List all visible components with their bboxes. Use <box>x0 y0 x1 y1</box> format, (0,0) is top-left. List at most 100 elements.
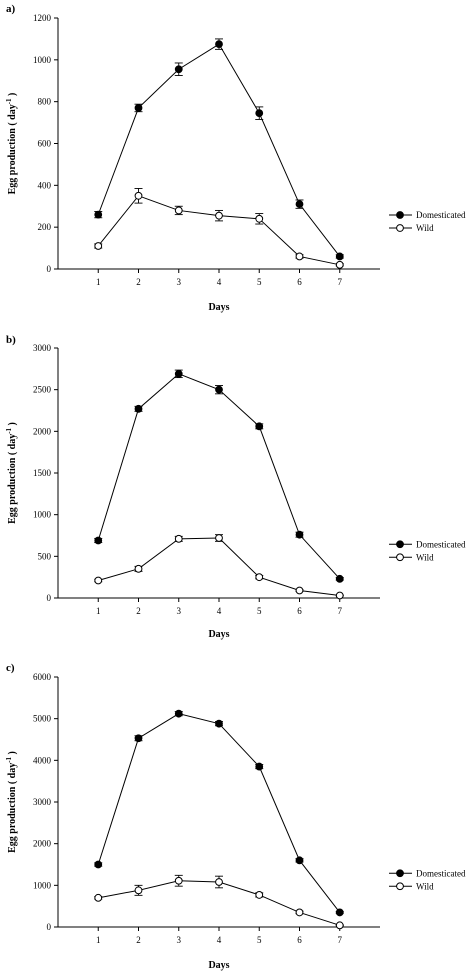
series-line <box>97 43 341 257</box>
y-tick-label: 2000 <box>33 426 52 436</box>
y-axis-title: Egg production ( day-1 ) <box>5 751 18 853</box>
legend: Domesticated Wild <box>389 539 466 562</box>
x-tick-label: 4 <box>217 935 222 945</box>
x-tick-label: 2 <box>136 935 141 945</box>
legend-label: Wild <box>416 223 434 233</box>
y-tick-label: 5000 <box>33 714 52 724</box>
data-point <box>295 586 304 595</box>
data-point <box>255 422 264 431</box>
x-tick-label: 5 <box>257 606 262 616</box>
x-tick-label: 4 <box>217 277 222 287</box>
data-point <box>295 200 304 209</box>
series-domesticated <box>94 38 344 261</box>
data-point <box>94 536 103 545</box>
data-point <box>255 762 264 771</box>
data-point <box>295 530 304 539</box>
y-tick-label: 800 <box>38 97 52 107</box>
data-point <box>174 206 183 215</box>
data-point <box>215 211 223 220</box>
y-tick-label: 6000 <box>33 672 52 682</box>
y-axis-title-main: Egg production ( day <box>7 763 18 853</box>
data-point <box>94 860 103 869</box>
chart-panel-3: c) 0 1000 2000 3000 4000 5000 6000 1 2 3 4 5 6 7 Days Eg… <box>5 662 466 971</box>
data-point <box>255 573 264 582</box>
x-tick-label: 7 <box>338 606 343 616</box>
legend-label: Domesticated <box>416 868 466 878</box>
y-tick-label: 4000 <box>33 755 52 765</box>
data-point <box>335 908 344 917</box>
data-point <box>174 534 183 543</box>
y-axis-title: Egg production ( day-1 ) <box>5 93 18 195</box>
legend-label: Domesticated <box>416 210 466 220</box>
y-tick-label: 1000 <box>33 510 52 520</box>
y-axis-title-superscript: -1 <box>5 98 13 104</box>
y-axis-title: Egg production ( day-1 ) <box>5 422 18 524</box>
series-wild <box>94 534 344 600</box>
data-point <box>335 921 344 930</box>
data-point <box>94 576 103 585</box>
data-point <box>134 734 143 743</box>
data-point <box>255 891 264 899</box>
x-tick-label: 7 <box>338 935 343 945</box>
x-tick-label: 1 <box>96 935 101 945</box>
data-point <box>134 404 143 413</box>
x-tick-label: 3 <box>177 277 182 287</box>
y-tick-label: 200 <box>38 222 52 232</box>
x-tick-label: 6 <box>297 935 302 945</box>
data-point <box>295 252 304 261</box>
y-tick-label: 500 <box>38 551 52 561</box>
series-line <box>98 537 340 596</box>
y-axis-title-close: ) <box>7 751 18 757</box>
series-wild <box>94 188 344 269</box>
y-tick-label: 0 <box>47 264 52 274</box>
panel-label: b) <box>6 334 16 346</box>
legend: Domesticated Wild <box>389 868 466 891</box>
panel-label: c) <box>6 662 15 674</box>
data-point <box>134 886 143 895</box>
y-tick-label: 2000 <box>33 839 52 849</box>
x-axis-title: Days <box>208 960 229 971</box>
series-domesticated <box>94 369 344 583</box>
y-axis-title-main: Egg production ( day <box>7 104 18 194</box>
data-point <box>295 908 304 917</box>
series-line <box>97 195 340 266</box>
data-point <box>215 385 223 394</box>
data-point <box>134 191 143 200</box>
data-point <box>174 369 183 378</box>
y-tick-label: 2500 <box>33 385 52 395</box>
legend-marker <box>396 211 404 219</box>
y-tick-label: 0 <box>47 593 52 603</box>
y-tick-label: 3000 <box>33 343 52 353</box>
legend-marker <box>396 869 404 878</box>
series-line <box>97 373 341 580</box>
x-tick-label: 1 <box>96 606 101 616</box>
x-axis-title: Days <box>208 629 229 640</box>
x-tick-label: 5 <box>257 935 262 945</box>
x-tick-label: 3 <box>177 935 182 945</box>
y-axis-title-close: ) <box>7 93 18 99</box>
data-point <box>255 214 264 223</box>
x-tick-label: 7 <box>338 277 343 287</box>
y-axis-title-superscript: -1 <box>5 427 13 433</box>
data-point <box>215 40 223 49</box>
data-point <box>215 878 223 886</box>
series-wild <box>94 874 344 930</box>
panel-label: a) <box>6 3 16 15</box>
y-axis-title-superscript: -1 <box>5 756 13 762</box>
data-point <box>335 260 344 269</box>
data-point <box>94 893 103 902</box>
x-tick-label: 5 <box>257 277 262 287</box>
y-tick-label: 400 <box>38 180 52 190</box>
series-domesticated <box>94 709 344 917</box>
data-point <box>215 534 223 542</box>
chart-panel-2: b) 0 500 1000 1500 2000 2500 3000 1 2 3 4 5 6 7 Days Egg… <box>5 334 466 640</box>
data-point <box>174 876 183 885</box>
y-tick-label: 600 <box>38 139 52 149</box>
data-point <box>174 65 183 74</box>
x-tick-label: 6 <box>297 277 302 287</box>
data-point <box>335 574 344 583</box>
legend-marker <box>396 224 404 232</box>
data-point <box>255 109 264 118</box>
